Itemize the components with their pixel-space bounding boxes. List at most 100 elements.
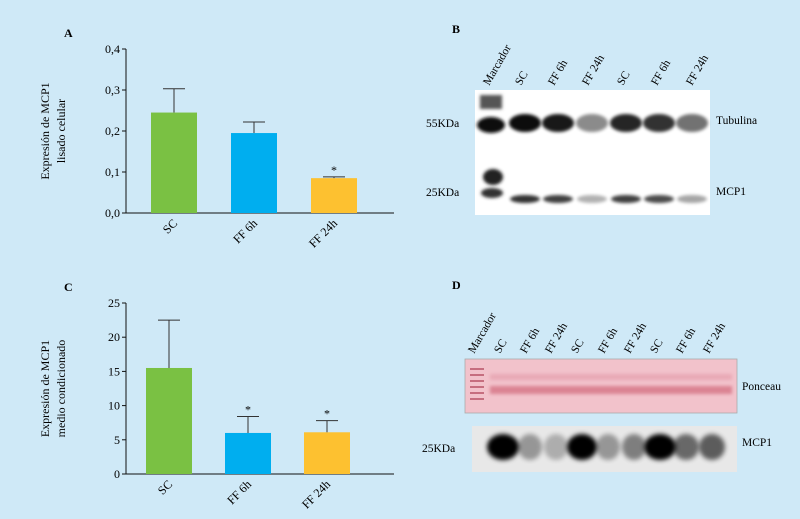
panel-label-d: D <box>452 278 461 292</box>
tubulina-band <box>576 114 608 132</box>
x-category-label: SC <box>155 477 175 497</box>
y-tick-label: 20 <box>108 330 120 344</box>
marker-band <box>481 188 503 198</box>
y-tick-label: 10 <box>108 399 120 413</box>
mcp1-band <box>673 434 699 460</box>
lane-label: Marcador <box>481 43 514 88</box>
tubulina-band <box>610 114 642 132</box>
lane-label: FF 24h <box>701 321 728 356</box>
lane-label: SC <box>615 69 633 87</box>
y-tick-label: 0,1 <box>105 165 120 179</box>
ponceau-band <box>490 374 732 380</box>
mcp1-band <box>699 434 725 460</box>
blot-b-label-tubulina: Tubulina <box>716 115 757 127</box>
blot-d-label-ponceau: Ponceau <box>742 381 781 393</box>
y-axis-title-line2: medio condicionado <box>54 340 68 438</box>
mcp1-band <box>611 195 641 203</box>
lane-label: FF 24h <box>622 321 649 356</box>
ponceau-marker-band <box>470 374 484 376</box>
y-axis-title-line1: Expresión de MCP1 <box>38 340 52 437</box>
blot-b-lane-labels: Marcador SC FF 6h FF 24h SC FF 6h FF 24h <box>481 43 711 88</box>
x-category-label: FF 24h <box>299 477 333 511</box>
ponceau-band <box>490 386 732 394</box>
bar-2 <box>231 133 277 213</box>
y-tick-label: 5 <box>114 433 120 447</box>
bar-1 <box>151 112 197 213</box>
x-category-label: FF 6h <box>224 477 254 507</box>
blot-b-membrane <box>475 90 710 215</box>
marker-band <box>480 95 502 109</box>
lane-label: FF 6h <box>649 58 673 88</box>
bar-3 <box>311 178 357 213</box>
lane-label: FF 24h <box>543 321 570 356</box>
ponceau-marker-band <box>470 368 484 370</box>
mcp1-band <box>622 434 646 460</box>
lane-label: FF 6h <box>546 58 570 88</box>
western-blot-b: Marcador SC FF 6h FF 24h SC FF 6h FF 24h 55KDa… <box>426 43 757 215</box>
mcp1-band <box>677 195 707 203</box>
x-category-label: FF 6h <box>230 216 260 246</box>
tubulina-band <box>509 114 541 132</box>
bar-3 <box>304 432 350 474</box>
mcp1-band <box>487 434 519 460</box>
y-tick-label: 0,4 <box>105 42 120 56</box>
ponceau-marker-band <box>470 398 484 400</box>
mcp1-band <box>518 434 542 460</box>
significance-marker: * <box>245 403 251 417</box>
panel-label-a: A <box>64 26 73 40</box>
y-tick-label: 0 <box>114 467 120 481</box>
blot-b-mw-55kda: 55KDa <box>426 118 459 130</box>
blot-d-bands <box>487 434 725 460</box>
ponceau-marker-band <box>470 380 484 382</box>
lane-label: FF 24h <box>580 53 607 88</box>
ponceau-bands <box>470 368 732 400</box>
y-tick-label: 0,3 <box>105 83 120 97</box>
lane-label: SC <box>513 69 531 87</box>
lane-label: FF 6h <box>518 326 542 356</box>
bar-1 <box>146 367 192 474</box>
lane-label: FF 24h <box>684 53 711 88</box>
mcp1-band <box>577 195 607 203</box>
lane-label: SC <box>492 337 510 355</box>
tubulina-band <box>643 114 675 132</box>
y-axis-title-line1: Expresión de MCP1 <box>38 82 52 179</box>
mcp1-band <box>596 434 620 460</box>
blot-b-mw-25kda: 25KDa <box>426 187 459 199</box>
y-tick-label: 15 <box>108 364 120 378</box>
lane-label: FF 6h <box>596 326 620 356</box>
ponceau-marker-band <box>470 392 484 394</box>
panel-label-c: C <box>64 280 73 294</box>
blot-d-mw-25kda: 25KDa <box>422 443 455 455</box>
mcp1-band <box>567 434 597 460</box>
mcp1-band <box>544 434 568 460</box>
y-axis-title-line2: lisado celular <box>54 99 68 163</box>
x-category-label: FF 24h <box>306 216 340 250</box>
y-tick-label: 0,0 <box>105 206 120 220</box>
blot-b-bands <box>477 95 708 203</box>
tubulina-band <box>676 114 708 132</box>
mcp1-band <box>644 195 674 203</box>
significance-marker: * <box>324 407 330 421</box>
lane-label: SC <box>569 337 587 355</box>
chart-c: 0 5 10 15 20 25 Expresión de MCP1 medio condici… <box>38 296 394 511</box>
tubulina-band <box>542 114 574 132</box>
ponceau-marker-band <box>470 386 484 388</box>
significance-marker: * <box>331 163 337 177</box>
panel-label-b: B <box>452 22 460 36</box>
bar-2 <box>225 432 271 474</box>
mcp1-band <box>510 195 540 203</box>
lane-label: FF 6h <box>674 326 698 356</box>
x-category-label: SC <box>160 216 180 236</box>
y-tick-label: 25 <box>108 296 120 310</box>
blot-b-label-mcp1: MCP1 <box>716 186 746 198</box>
blot-d-label-mcp1: MCP1 <box>742 437 772 449</box>
mcp1-band <box>543 195 573 203</box>
mcp1-band <box>644 434 676 460</box>
marker-band <box>477 117 505 133</box>
y-tick-label: 0,2 <box>105 124 120 138</box>
lane-label: SC <box>648 337 666 355</box>
marker-band <box>483 169 503 185</box>
